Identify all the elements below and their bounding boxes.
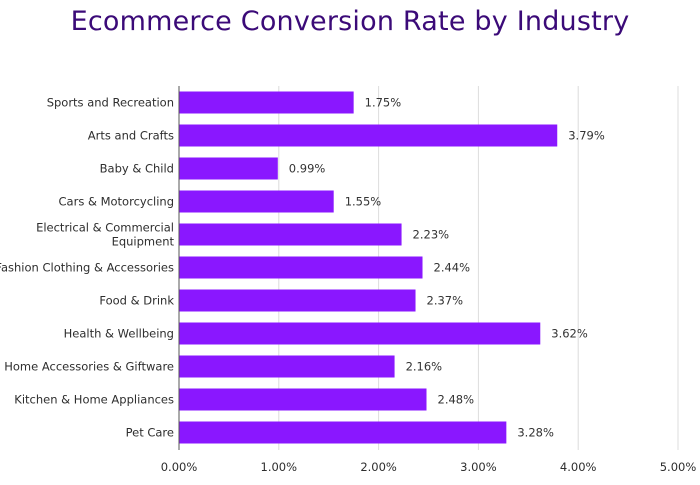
bar-fashion-clothing-and-accessories bbox=[179, 256, 423, 279]
bar-arts-and-crafts bbox=[179, 124, 558, 147]
value-label-electrical-and-commercial-equipment: 2.23% bbox=[413, 228, 450, 242]
category-labels: Sports and Recreation Arts and Crafts Baby… bbox=[0, 96, 174, 440]
bar-food-and-drink bbox=[179, 289, 416, 312]
value-label-baby-and-child: 0.99% bbox=[289, 162, 326, 176]
chart-title: Ecommerce Conversion Rate by Industry bbox=[70, 6, 630, 37]
value-label-cars-and-motorcycling: 1.55% bbox=[345, 195, 382, 209]
value-labels: 1.75% 3.79% 0.99% 1.55% 2.23% 2.44% 2.37% 3.62%… bbox=[289, 96, 605, 440]
category-label-cars-and-motorcycling: Cars & Motorcycling bbox=[59, 195, 174, 209]
bar-cars-and-motorcycling bbox=[179, 190, 334, 213]
x-tick-label: 4.00% bbox=[560, 460, 597, 474]
x-tick-label: 3.00% bbox=[460, 460, 497, 474]
category-label-fashion-clothing-and-accessories: Fashion Clothing & Accessories bbox=[0, 261, 174, 275]
value-label-arts-and-crafts: 3.79% bbox=[568, 129, 605, 143]
value-label-health-and-wellbeing: 3.62% bbox=[551, 327, 588, 341]
x-axis-ticks: 0.00% 1.00% 2.00% 3.00% 4.00% 5.00% bbox=[161, 460, 697, 474]
bars bbox=[179, 91, 558, 444]
category-label-kitchen-and-home-appliances: Kitchen & Home Appliances bbox=[14, 393, 174, 407]
value-label-pet-care: 3.28% bbox=[517, 426, 554, 440]
bar-baby-and-child bbox=[179, 157, 278, 180]
value-label-home-accessories-and-giftware: 2.16% bbox=[406, 360, 443, 374]
value-label-kitchen-and-home-appliances: 2.48% bbox=[438, 393, 475, 407]
bar-pet-care bbox=[179, 421, 507, 444]
category-label-health-and-wellbeing: Health & Wellbeing bbox=[64, 327, 174, 341]
bar-sports-and-recreation bbox=[179, 91, 354, 114]
x-tick-label: 2.00% bbox=[360, 460, 397, 474]
x-tick-label: 0.00% bbox=[161, 460, 198, 474]
bar-home-accessories-and-giftware bbox=[179, 355, 395, 378]
value-label-food-and-drink: 2.37% bbox=[427, 294, 464, 308]
bar-electrical-and-commercial-equipment bbox=[179, 223, 402, 246]
category-label-sports-and-recreation: Sports and Recreation bbox=[47, 96, 174, 110]
bar-kitchen-and-home-appliances bbox=[179, 388, 427, 411]
category-label-arts-and-crafts: Arts and Crafts bbox=[88, 129, 174, 143]
category-label-electrical-and-commercial-equipment-line-2: Equipment bbox=[112, 235, 175, 249]
category-label-pet-care: Pet Care bbox=[126, 426, 174, 440]
category-label-home-accessories-and-giftware: Home Accessories & Giftware bbox=[4, 360, 174, 374]
x-tick-label: 5.00% bbox=[660, 460, 697, 474]
value-label-fashion-clothing-and-accessories: 2.44% bbox=[434, 261, 471, 275]
bar-health-and-wellbeing bbox=[179, 322, 541, 345]
category-label-baby-and-child: Baby & Child bbox=[100, 162, 174, 176]
category-label-electrical-and-commercial-equipment-line-1: Electrical & Commercial bbox=[36, 221, 174, 235]
x-tick-label: 1.00% bbox=[261, 460, 298, 474]
category-label-food-and-drink: Food & Drink bbox=[99, 294, 174, 308]
value-label-sports-and-recreation: 1.75% bbox=[365, 96, 402, 110]
